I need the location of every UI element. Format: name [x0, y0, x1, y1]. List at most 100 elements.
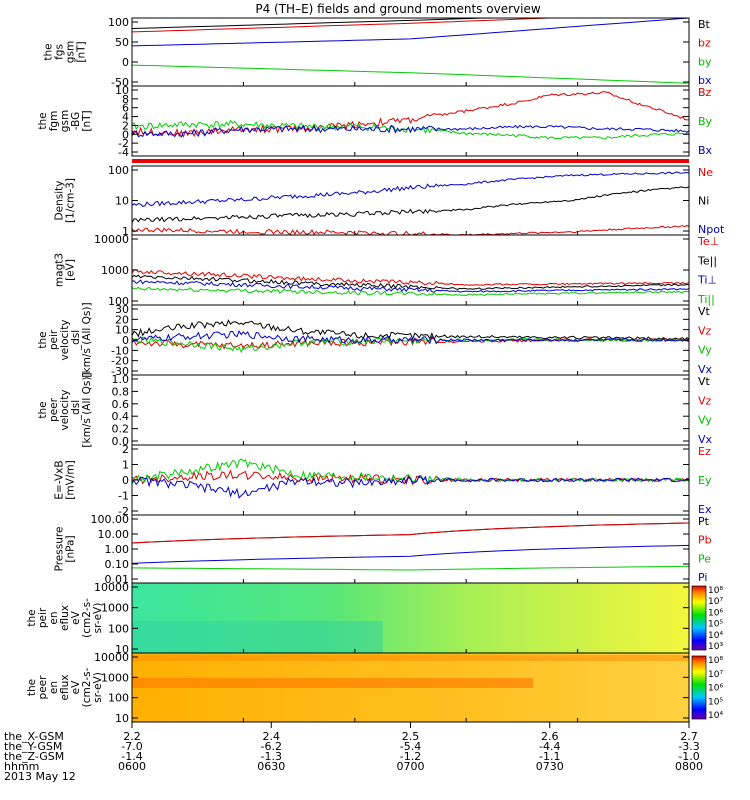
panel-frame — [131, 85, 690, 157]
legend-label: Pi — [698, 571, 707, 584]
y-axis-label-line: [km/s (All Qs)] — [81, 372, 93, 447]
y-axis-label-line: _dsl — [70, 400, 82, 421]
y-axis-label-line: velocity — [59, 389, 71, 430]
legend-label: Ti|| — [697, 293, 715, 306]
panel-peer_vel: Vt Vz Vy Vx 1.00.80.60.40.20.0 the peer velocit… — [37, 372, 713, 448]
y-axis-label-line: Density — [54, 181, 66, 221]
x-value: -1.4 — [121, 750, 142, 763]
legend-label: bx — [698, 74, 712, 87]
y-tick-label: 30 — [115, 303, 129, 316]
y-tick-label: 2 — [122, 119, 129, 132]
y-tick-label: 0.2 — [112, 423, 130, 436]
x-value: -7.0 — [121, 740, 142, 753]
x-label-z-gsm: the_Z-GSM — [4, 750, 64, 763]
y-tick-label: 0 — [122, 128, 129, 141]
y-tick-label: 10 — [115, 643, 129, 656]
y-axis-label-line: the — [26, 609, 38, 626]
y-axis-label-line: velocity — [59, 319, 71, 360]
y-tick-label: 100 — [108, 692, 129, 705]
y-tick-label: 0.10 — [105, 558, 130, 571]
y-axis-label-line: [mV/m] — [65, 460, 77, 499]
legend-label: Pe — [698, 552, 711, 565]
legend-label: Vx — [698, 363, 713, 376]
x-value: 0630 — [257, 760, 285, 773]
y-axis-label-line: -BG — [70, 112, 82, 131]
x-value: -6.2 — [261, 740, 282, 753]
legend-label: Ne — [698, 166, 713, 179]
y-axis-label-line: Pressure — [54, 527, 66, 572]
y-tick-label: 10 — [115, 195, 129, 208]
series-ti — [131, 286, 690, 297]
y-tick-label: 0 — [122, 474, 129, 487]
legend-label: Vt — [698, 305, 711, 318]
y-axis-label-line: peir — [48, 329, 60, 350]
y-tick-label: 1 — [122, 225, 129, 238]
y-tick-label: 100 — [108, 16, 129, 29]
y-axis-label-line: eflux — [59, 675, 71, 701]
y-tick-label: 0 — [122, 334, 129, 347]
series-bx — [131, 17, 690, 47]
legend-label: Te|| — [697, 254, 717, 267]
legend-label: Pb — [698, 534, 712, 547]
y-tick-label: 100 — [108, 295, 129, 308]
y-tick-label: 20 — [115, 313, 129, 326]
y-axis-label-line: E=-VxB — [54, 460, 66, 499]
colorbar-label: 10⁷ — [708, 597, 723, 607]
y-axis-label-line: [eV] — [65, 259, 77, 281]
y-tick-label: 0.4 — [112, 410, 130, 423]
series-pb — [131, 522, 690, 544]
series-ne — [131, 224, 690, 236]
legend: Vt Vz Vy Vx — [698, 305, 713, 376]
legend-label: Vz — [698, 324, 712, 337]
colorbar-label: 10⁸ — [708, 656, 723, 666]
x-value: -1.2 — [400, 750, 421, 763]
panel-pressure: Pt Pb Pe Pi 100.00 10.00 1.00 0.10 0.01 Pressure[… — [54, 513, 712, 586]
y-axis-label-line: the — [37, 331, 49, 348]
panel-efield: Ez Ey Ex 2 1 0 -1 -2 E=-VxB [mV/m] — [54, 443, 712, 518]
y-tick-label: -4 — [118, 146, 129, 159]
x-value: 2.2 — [123, 730, 141, 743]
y-tick-label: 1000 — [101, 671, 129, 684]
x-label-y-gsm: the_Y-GSM — [4, 740, 62, 753]
y-tick-label: 10 — [115, 84, 129, 97]
y-tick-label: 1000 — [101, 602, 129, 615]
legend-label: Vx — [698, 433, 713, 446]
legend-label: Ez — [698, 445, 711, 458]
x-value: 0800 — [675, 760, 703, 773]
x-value: 0730 — [536, 760, 564, 773]
series-npot — [131, 171, 690, 207]
y-axis-label-line: gsm — [65, 41, 77, 63]
colorbar-label: 10⁶ — [708, 608, 723, 618]
y-tick-label: 0.6 — [112, 398, 130, 411]
y-axis-label-line: en — [48, 681, 60, 694]
red-separator-bar — [132, 159, 689, 163]
series-pt — [131, 522, 690, 544]
legend-label: Bx — [698, 144, 713, 157]
y-tick-label: -2 — [118, 137, 129, 150]
y-axis-label-line: gsm — [59, 110, 71, 132]
x-value: 2.6 — [541, 730, 559, 743]
y-tick-label: 1 — [122, 459, 129, 472]
x-value: -1.1 — [539, 750, 560, 763]
series-group — [131, 458, 690, 499]
y-tick-label: 10.00 — [98, 528, 130, 541]
y-tick-label: -1 — [118, 490, 129, 503]
y-axis-label-line: sr-eV) — [92, 603, 104, 634]
legend: Bt bz by bx — [698, 18, 712, 87]
series-pe — [131, 565, 690, 571]
y-tick-label: 4 — [122, 111, 129, 124]
x-axis-table: the_X-GSM the_Y-GSM the_Z-GSM hhmm 2013 … — [4, 722, 703, 783]
heatmap-band — [132, 621, 383, 653]
series-te — [131, 274, 690, 290]
y-tick-label: -20 — [111, 355, 129, 368]
x-label-hhmm: hhmm — [4, 760, 39, 773]
colorbar-label: 10⁴ — [708, 631, 723, 641]
date-label: 2013 May 12 — [4, 770, 76, 783]
legend: Te⊥ Te|| Ti⊥ Ti|| — [697, 235, 719, 306]
legend-label: Vy — [698, 414, 712, 427]
x-value: -3.3 — [678, 740, 699, 753]
y-tick-label: 6 — [122, 102, 129, 115]
